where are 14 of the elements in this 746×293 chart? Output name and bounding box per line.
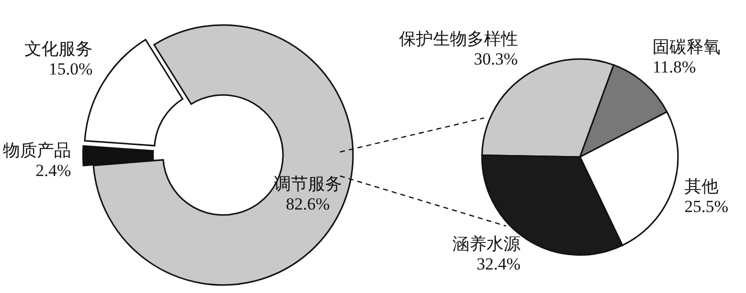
slice-label: 调节服务: [274, 174, 342, 194]
slice-label: 保护生物多样性: [398, 29, 518, 48]
data-label: 82.6%: [286, 194, 330, 214]
data-label: 11.8%: [652, 57, 696, 76]
data-label: 32.4%: [476, 254, 521, 274]
slice-label: 文化服务: [24, 40, 93, 59]
slice-label: 其他: [684, 176, 718, 196]
slice-label: 物质产品: [3, 140, 71, 160]
data-label: 15.0%: [48, 60, 93, 79]
data-label: 2.4%: [36, 160, 71, 180]
slice-label: 固碳释氧: [652, 37, 721, 56]
data-label: 30.3%: [474, 49, 518, 68]
data-label: 25.5%: [684, 196, 728, 216]
slice-label: 涵养水源: [452, 234, 521, 254]
